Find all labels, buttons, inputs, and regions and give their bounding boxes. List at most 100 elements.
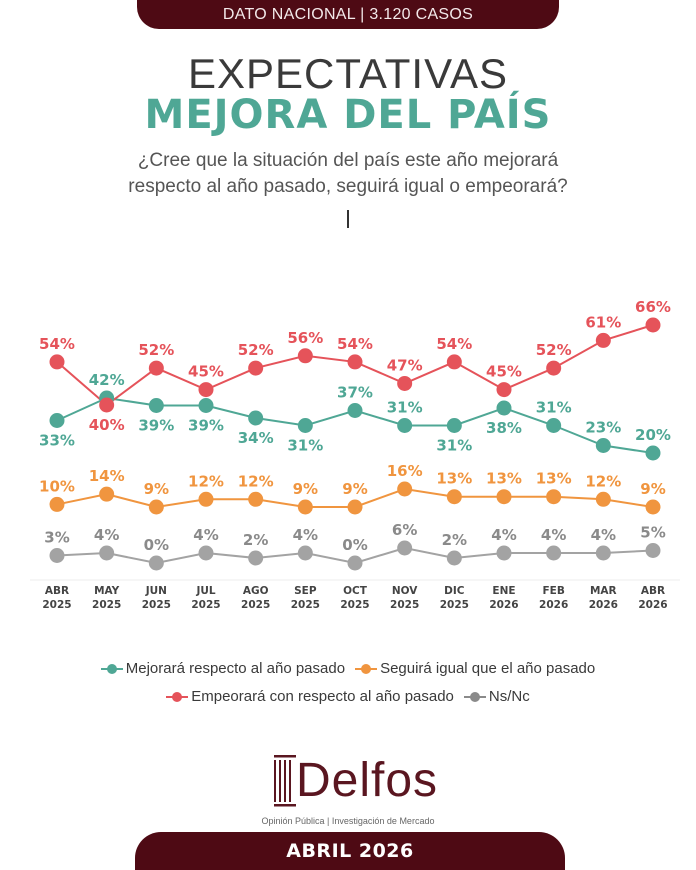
- data-point-nsnc: [595, 545, 611, 561]
- legend-item-mejorara: Mejorará respecto al año pasado: [100, 660, 345, 677]
- legend-marker-icon: [166, 691, 189, 702]
- data-point-empeorara: [595, 332, 611, 348]
- data-point-seguira: [446, 489, 462, 505]
- x-tick-year: 2026: [539, 599, 568, 611]
- data-point-mejorara: [297, 418, 313, 433]
- legend-marker-icon: [463, 691, 486, 702]
- data-point-mejorara: [248, 410, 264, 426]
- data-point-empeorara: [198, 382, 214, 398]
- data-point-mejorara: [446, 418, 462, 433]
- data-label-nsnc: 0%: [144, 536, 169, 554]
- data-point-empeorara: [397, 375, 413, 391]
- data-point-empeorara: [446, 354, 462, 370]
- data-label-seguira: 16%: [387, 462, 423, 480]
- data-label-mejorara: 38%: [486, 419, 522, 437]
- data-point-seguira: [595, 491, 611, 507]
- data-label-seguira: 12%: [238, 472, 274, 490]
- data-label-empeorara: 66%: [635, 298, 671, 316]
- legend-marker-icon: [100, 663, 123, 674]
- legend-row-2: Empeorará con respecto al año pasado Ns/…: [0, 688, 696, 705]
- data-label-seguira: 10%: [39, 477, 75, 495]
- data-label-mejorara: 31%: [387, 399, 423, 417]
- data-labels: 3% 4% 0% 4% 2% 4% 0% 6% 2% 4% 4% 4% 5% 10% 14% 9% 12% 12%…: [39, 298, 671, 554]
- data-point-empeorara: [99, 397, 115, 413]
- data-point-nsnc: [248, 550, 264, 566]
- x-tick-year: 2025: [92, 599, 121, 611]
- data-point-nsnc: [645, 543, 661, 558]
- data-label-seguira: 13%: [436, 470, 472, 488]
- data-label-mejorara: 39%: [138, 417, 174, 435]
- data-point-mejorara: [198, 398, 214, 413]
- data-point-seguira: [198, 491, 214, 507]
- page-title: EXPECTATIVAS: [187, 50, 509, 97]
- x-tick-month: FEB: [542, 585, 564, 597]
- data-point-empeorara: [297, 348, 313, 364]
- data-point-empeorara: [645, 317, 661, 333]
- data-label-empeorara: 54%: [436, 335, 472, 353]
- data-point-empeorara: [496, 382, 512, 398]
- data-point-empeorara: [49, 354, 65, 370]
- data-label-seguira: 9%: [293, 480, 318, 498]
- x-tick-month: MAR: [590, 585, 617, 597]
- data-label-seguira: 9%: [342, 480, 367, 498]
- data-point-nsnc: [347, 555, 363, 571]
- x-tick-month: MAY: [94, 585, 120, 597]
- data-point-seguira: [248, 491, 264, 507]
- data-label-mejorara: 37%: [337, 384, 373, 402]
- data-label-nsnc: 4%: [94, 526, 119, 544]
- legend-item-empeorara: Empeorará con respecto al año pasado: [166, 688, 454, 705]
- data-label-mejorara: 33%: [39, 432, 75, 450]
- data-point-seguira: [148, 499, 164, 515]
- data-point-seguira: [49, 496, 65, 512]
- data-point-seguira: [99, 486, 115, 502]
- data-label-nsnc: 0%: [342, 536, 367, 554]
- data-point-nsnc: [546, 545, 562, 561]
- data-point-nsnc: [496, 545, 512, 561]
- data-point-seguira: [645, 499, 661, 515]
- data-point-mejorara: [595, 438, 611, 453]
- data-point-seguira: [496, 489, 512, 505]
- x-tick-year: 2025: [440, 599, 469, 611]
- data-label-mejorara: 31%: [536, 399, 572, 417]
- data-point-empeorara: [148, 360, 164, 376]
- text-cursor-mark: [347, 210, 349, 228]
- data-point-mejorara: [546, 418, 562, 433]
- legend-label: Seguirá igual que el año pasado: [380, 660, 596, 677]
- data-point-seguira: [397, 481, 413, 497]
- data-label-mejorara: 31%: [287, 437, 323, 455]
- x-tick-year: 2025: [241, 599, 270, 611]
- data-label-seguira: 13%: [536, 470, 572, 488]
- page-subtitle: MEJORA DEL PAÍS: [144, 92, 552, 138]
- data-label-nsnc: 4%: [591, 526, 616, 544]
- data-label-empeorara: 54%: [337, 335, 373, 353]
- data-point-mejorara: [496, 400, 512, 416]
- x-tick-year: 2025: [142, 599, 171, 611]
- data-label-seguira: 14%: [89, 467, 125, 485]
- data-point-nsnc: [446, 550, 462, 566]
- data-point-nsnc: [148, 555, 164, 571]
- data-label-mejorara: 23%: [585, 419, 621, 437]
- legend-marker-icon: [355, 663, 378, 674]
- x-tick-month: JUN: [145, 585, 167, 597]
- data-label-mejorara: 20%: [635, 426, 671, 444]
- data-label-mejorara: 39%: [188, 417, 224, 435]
- data-label-mejorara: 42%: [89, 371, 125, 389]
- data-label-empeorara: 54%: [39, 335, 75, 353]
- x-tick-year: 2025: [191, 599, 220, 611]
- delfos-column-icon: [274, 755, 296, 807]
- data-point-seguira: [546, 489, 562, 505]
- x-tick-month: ABR: [45, 585, 69, 597]
- survey-question: ¿Cree que la situación del país este año…: [60, 148, 636, 200]
- data-label-seguira: 12%: [585, 472, 621, 490]
- data-point-nsnc: [99, 545, 115, 561]
- data-label-nsnc: 4%: [491, 526, 516, 544]
- x-tick-labels: ABR 2025 MAY 2025 JUN 2025 JUL 2025 AGO 2025 SEP 20…: [42, 585, 667, 611]
- data-point-mejorara: [49, 413, 65, 428]
- data-label-empeorara: 61%: [585, 313, 621, 331]
- data-label-nsnc: 2%: [442, 531, 467, 549]
- data-label-empeorara: 52%: [536, 341, 572, 359]
- x-tick-month: SEP: [294, 585, 317, 597]
- data-label-seguira: 9%: [144, 480, 169, 498]
- data-point-mejorara: [347, 403, 363, 418]
- x-tick-year: 2026: [589, 599, 618, 611]
